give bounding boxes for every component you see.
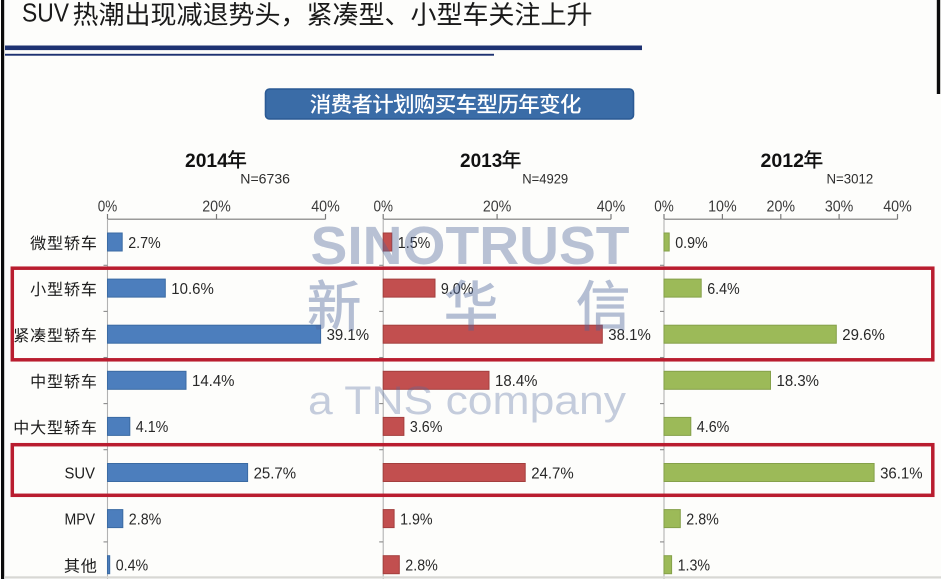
svg-text:39.1%: 39.1% [327, 327, 370, 344]
svg-text:24.7%: 24.7% [531, 465, 574, 482]
svg-text:40%: 40% [311, 199, 340, 216]
svg-text:0.9%: 0.9% [675, 235, 708, 252]
svg-text:20%: 20% [483, 199, 512, 216]
svg-text:30%: 30% [825, 199, 854, 216]
svg-text:0%: 0% [654, 199, 674, 216]
svg-text:0%: 0% [373, 199, 393, 216]
svg-text:4.1%: 4.1% [136, 419, 169, 436]
svg-text:10.6%: 10.6% [171, 281, 214, 298]
svg-text:2.8%: 2.8% [129, 511, 162, 528]
svg-text:29.6%: 29.6% [842, 327, 885, 344]
svg-text:1.5%: 1.5% [398, 235, 431, 252]
svg-text:18.3%: 18.3% [777, 373, 820, 390]
svg-text:40%: 40% [597, 199, 626, 216]
svg-text:25.7%: 25.7% [254, 465, 297, 482]
svg-text:40%: 40% [883, 199, 912, 216]
svg-text:0.4%: 0.4% [116, 558, 149, 575]
svg-text:0%: 0% [98, 199, 118, 216]
svg-text:2012: 2012 [761, 150, 805, 172]
svg-text:SUV: SUV [65, 466, 96, 483]
svg-text:36.1%: 36.1% [880, 465, 923, 482]
svg-text:20%: 20% [767, 199, 796, 216]
svg-text:2.8%: 2.8% [405, 558, 438, 575]
svg-text:18.4%: 18.4% [495, 373, 538, 390]
svg-text:4.6%: 4.6% [697, 419, 730, 436]
svg-text:N=6736: N=6736 [240, 171, 290, 187]
svg-text:6.4%: 6.4% [707, 281, 740, 298]
svg-text:10%: 10% [708, 199, 737, 216]
svg-text:2.7%: 2.7% [128, 235, 161, 252]
svg-text:14.4%: 14.4% [192, 373, 235, 390]
svg-text:2014: 2014 [185, 150, 228, 172]
svg-text:SINOTRUST: SINOTRUST [311, 217, 630, 276]
svg-text:SUV: SUV [22, 0, 70, 28]
svg-text:2013: 2013 [460, 150, 502, 172]
svg-text:1.9%: 1.9% [400, 511, 433, 528]
svg-text:MPV: MPV [65, 512, 96, 529]
svg-text:N=4929: N=4929 [522, 171, 568, 187]
svg-text:a TNS company: a TNS company [308, 379, 626, 423]
svg-text:1.3%: 1.3% [678, 558, 711, 575]
svg-text:20%: 20% [202, 199, 231, 216]
svg-text:3.6%: 3.6% [410, 419, 443, 436]
svg-text:2.8%: 2.8% [686, 511, 719, 528]
svg-text:38.1%: 38.1% [608, 327, 651, 344]
svg-text:N=3012: N=3012 [827, 171, 874, 187]
